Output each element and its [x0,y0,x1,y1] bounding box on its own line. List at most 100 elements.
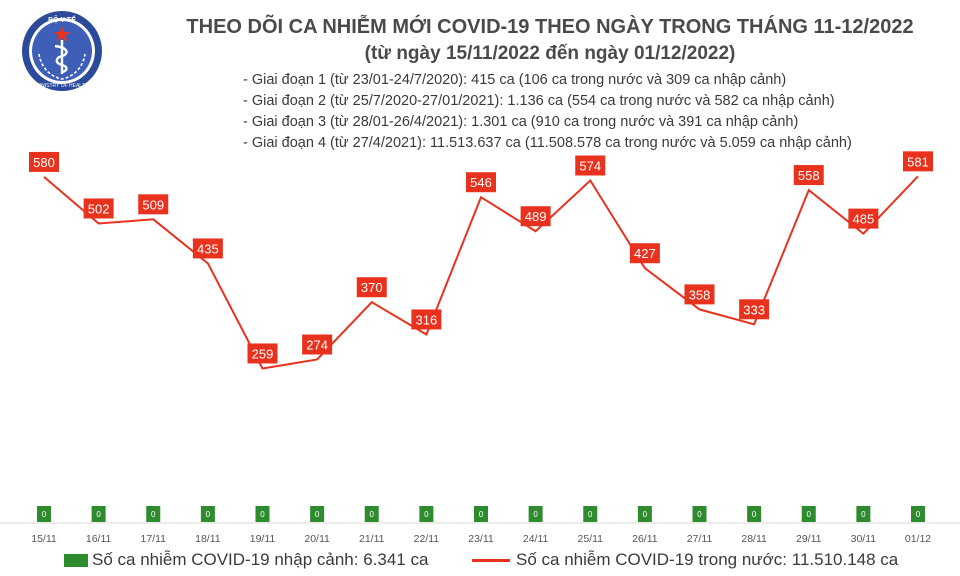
imported-bar-label: 0 [588,510,593,519]
imported-bar-label: 0 [916,510,921,519]
ministry-of-health-logo: BỘ Y TẾ MINISTRY OF HEALTH [22,11,102,91]
legend-imported-label: Số ca nhiễm COVID-19 nhập cảnh: 6.341 ca [92,550,429,569]
imported-bar-label: 0 [697,510,702,519]
stage-3-summary: - Giai đoạn 3 (từ 28/01-26/4/2021): 1.30… [243,114,799,130]
chart-title: THEO DÕI CA NHIỄM MỚI COVID-19 THEO NGÀY… [186,16,914,38]
imported-bar [528,506,543,522]
imported-bar [364,506,379,522]
data-label-box [411,309,442,330]
imported-bar [474,506,488,522]
imported-bar [692,506,707,522]
x-tick-label: 19/11 [250,533,276,545]
x-tick-label: 27/11 [687,533,713,545]
imported-bar [419,506,434,522]
imported-bar-label: 0 [370,510,375,519]
data-label-box [29,151,59,172]
imported-bar [911,506,925,522]
data-label-box [739,299,770,320]
imported-bar-label: 0 [424,510,429,519]
x-tick-label: 15/11 [31,533,57,545]
logo-snake-icon [54,44,68,74]
data-label-box [247,343,278,364]
x-tick-label: 01/12 [905,533,931,545]
data-label: 580 [33,155,55,170]
stage-2-summary: - Giai đoạn 2 (từ 25/7/2020-27/01/2021):… [243,93,835,109]
logo-star-icon [53,26,71,42]
x-tick-label: 16/11 [86,533,112,545]
data-label: 358 [689,287,711,302]
data-label-box [302,334,333,355]
imported-bar-label: 0 [533,510,538,519]
imported-bar [747,506,762,522]
data-label: 274 [306,338,328,353]
x-tick-label: 17/11 [141,533,167,545]
data-label-box [192,238,223,259]
imported-bar-label: 0 [315,510,320,519]
imported-bar-label: 0 [643,510,648,519]
x-tick-label: 30/11 [851,533,877,545]
data-label: 427 [634,246,656,261]
data-label: 509 [142,197,164,212]
imported-bar-label: 0 [861,510,866,519]
x-tick-label: 20/11 [304,533,330,545]
data-label: 435 [197,241,219,256]
imported-bar [583,506,598,522]
imported-bar [856,506,871,522]
logo-wreath-icon [38,53,86,80]
imported-bar-label: 0 [807,510,812,519]
logo-bottom-text: MINISTRY OF HEALTH [36,83,89,89]
data-label-box [520,206,551,227]
imported-bar [200,506,215,522]
data-label: 546 [470,175,492,190]
legend-domestic-label: Số ca nhiễm COVID-19 trong nước: 11.510.… [516,550,899,569]
x-tick-label: 26/11 [632,533,658,545]
data-label: 370 [361,280,383,295]
data-label: 259 [252,346,274,361]
imported-bar [637,506,652,522]
data-label-box [684,284,715,305]
x-tick-label: 23/11 [468,533,494,545]
x-tick-label: 22/11 [414,533,440,545]
imported-bar-label: 0 [96,510,101,519]
imported-bar-label: 0 [151,510,156,519]
legend-imported: Số ca nhiễm COVID-19 nhập cảnh: 6.341 ca [64,550,428,570]
x-tick-label: 28/11 [741,533,767,545]
daily-cases-chart: 0 0 0 0 0 0 0 0 0 0 0 0 0 0 0 0 0 580 502 509 435 259 274 370 31… [0,151,960,545]
data-label-box [793,165,824,186]
data-label-box [356,277,387,298]
data-label-box [575,155,606,176]
legend-domestic: Số ca nhiễm COVID-19 trong nước: 11.510.… [472,550,898,570]
imported-bar-label: 0 [752,510,757,519]
stage-summary-list: - Giai đoạn 1 (từ 23/01-24/7/2020): 415 … [243,70,852,154]
data-label-box [848,208,879,229]
imported-bar [91,506,106,522]
imported-bar [801,506,816,522]
imported-bar-label: 0 [479,510,484,519]
stage-1-summary: - Giai đoạn 1 (từ 23/01-24/7/2020): 415 … [243,72,787,88]
imported-bar [255,506,270,522]
data-label: 316 [416,312,438,327]
legend-imported-swatch [64,553,88,567]
legend-domestic-swatch [472,558,510,562]
x-tick-label: 21/11 [359,533,385,545]
data-label: 489 [525,209,547,224]
imported-bar-label: 0 [206,510,211,519]
x-tick-label: 25/11 [578,533,604,545]
imported-bar [310,506,325,522]
x-tick-label: 18/11 [195,533,221,545]
data-label: 558 [798,168,820,183]
data-label: 485 [853,212,875,227]
imported-bar-label: 0 [42,510,47,519]
data-label-box [903,151,933,172]
imported-bar [37,506,51,522]
domestic-cases-line [43,175,919,370]
data-label: 574 [579,159,601,174]
stage-4-summary: - Giai đoạn 4 (từ 27/4/2021): 11.513.637… [243,135,852,151]
x-tick-label: 24/11 [523,533,549,545]
data-label-box [138,194,169,215]
chart-legend: Số ca nhiễm COVID-19 nhập cảnh: 6.341 ca… [0,550,960,574]
imported-bar [146,506,161,522]
data-label: 581 [907,154,929,169]
data-label-box [466,172,496,193]
data-label-box [83,198,114,219]
